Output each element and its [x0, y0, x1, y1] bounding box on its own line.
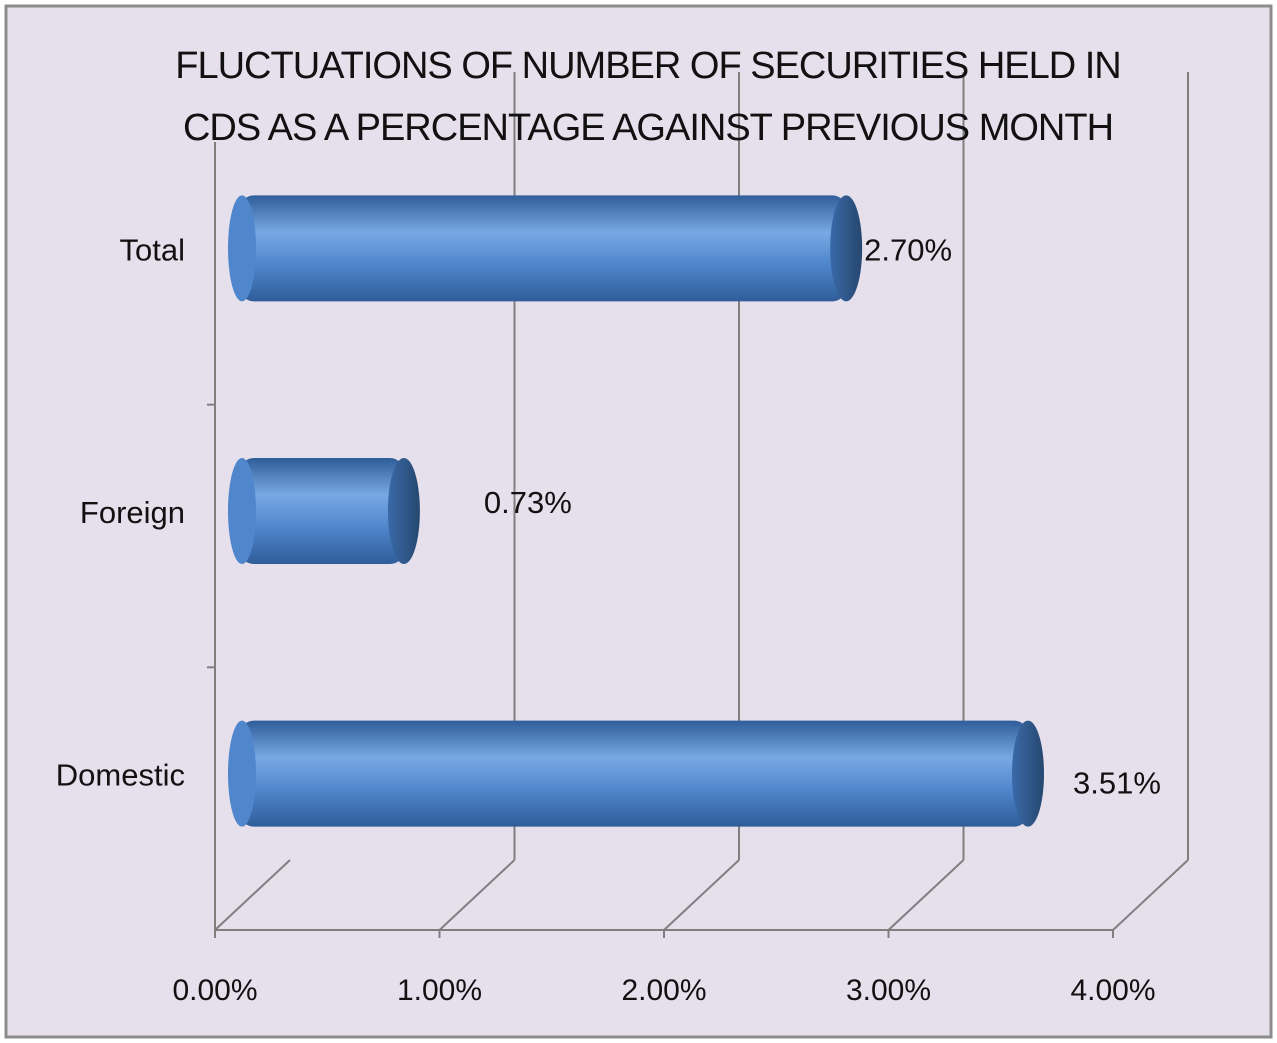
category-label-total: Total: [120, 232, 185, 267]
floor-gridline-4: [1112, 859, 1189, 931]
data-label-total: 2.70%: [864, 232, 952, 267]
data-label-domestic: 3.51%: [1073, 766, 1161, 801]
bar-total: [228, 195, 863, 302]
bar-body: [240, 195, 847, 302]
x-tick-label-3: 3.00%: [846, 974, 931, 1007]
x-tick-label-0: 0.00%: [172, 974, 257, 1007]
floor-gridline-2: [663, 859, 740, 931]
bar-start-cap: [228, 195, 256, 302]
chart-background: [4, 4, 1273, 1039]
bar-start-cap: [228, 458, 256, 564]
bar-body: [240, 720, 1028, 827]
category-label-domestic: Domestic: [56, 758, 185, 793]
bar-end-cap: [830, 195, 863, 302]
x-tick-label-2: 2.00%: [621, 974, 706, 1007]
bar-body: [240, 458, 404, 564]
bar-domestic: [228, 720, 1044, 827]
x-tick-label-1: 1.00%: [397, 974, 482, 1007]
category-label-foreign: Foreign: [80, 495, 185, 530]
bar-foreign: [228, 458, 420, 564]
bar-end-cap: [387, 458, 420, 564]
label-layer: 0.00% 1.00% 2.00% 3.00% 4.00% Total 2.70% Forei…: [56, 232, 1161, 1007]
floor-gridline-1: [438, 859, 516, 931]
data-label-foreign: 0.73%: [484, 485, 572, 520]
bar-layer: [228, 195, 1044, 827]
floor-gridline-3: [887, 859, 965, 931]
floor-gridline-0: [214, 859, 291, 931]
chart-title-line-2: CDS AS A PERCENTAGE AGAINST PREVIOUS MON…: [183, 107, 1113, 149]
bar-end-cap: [1011, 720, 1044, 827]
x-tick-label-4: 4.00%: [1070, 974, 1155, 1007]
chart-title-line-1: FLUCTUATIONS OF NUMBER OF SECURITIES HEL…: [175, 45, 1120, 87]
bar-start-cap: [228, 720, 256, 827]
axis-layer: [207, 142, 1114, 938]
